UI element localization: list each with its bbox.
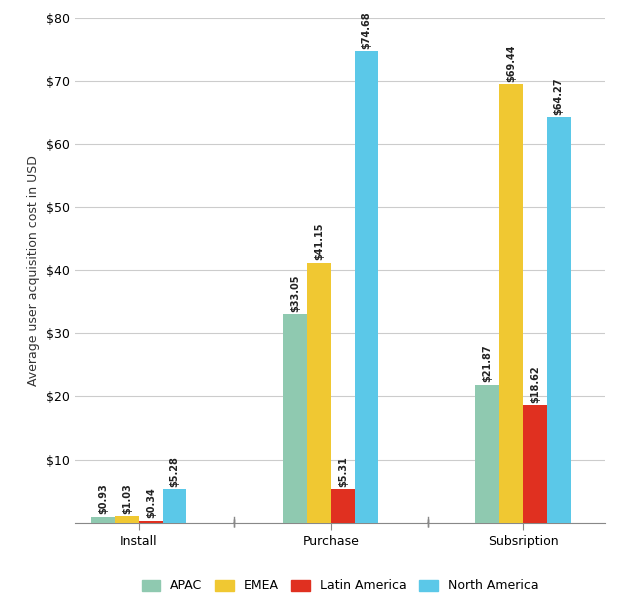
Bar (331, 489, 354, 523)
Bar (283, 314, 307, 523)
Y-axis label: Average user acquisition cost in USD: Average user acquisition cost in USD (27, 155, 41, 386)
Text: $41.15: $41.15 (314, 223, 324, 261)
Bar (307, 263, 331, 523)
Text: $0.93: $0.93 (98, 484, 108, 514)
Bar (499, 84, 523, 523)
Text: $21.87: $21.87 (482, 345, 492, 382)
Bar (547, 117, 570, 523)
Text: $5.28: $5.28 (170, 456, 180, 487)
Text: $1.03: $1.03 (122, 483, 132, 514)
Legend: APAC, EMEA, Latin America, North America: APAC, EMEA, Latin America, North America (137, 574, 544, 594)
Bar (139, 520, 163, 523)
Bar (354, 52, 379, 523)
Bar (91, 517, 115, 523)
Text: $69.44: $69.44 (506, 45, 516, 82)
Text: $33.05: $33.05 (290, 274, 300, 312)
Bar (475, 385, 499, 523)
Bar (163, 489, 187, 523)
Bar (115, 516, 139, 523)
Text: $0.34: $0.34 (146, 487, 156, 518)
Text: $64.27: $64.27 (553, 77, 563, 115)
Bar (523, 405, 547, 523)
Text: $5.31: $5.31 (338, 456, 348, 486)
Text: $18.62: $18.62 (530, 365, 540, 403)
Text: $74.68: $74.68 (361, 11, 372, 49)
